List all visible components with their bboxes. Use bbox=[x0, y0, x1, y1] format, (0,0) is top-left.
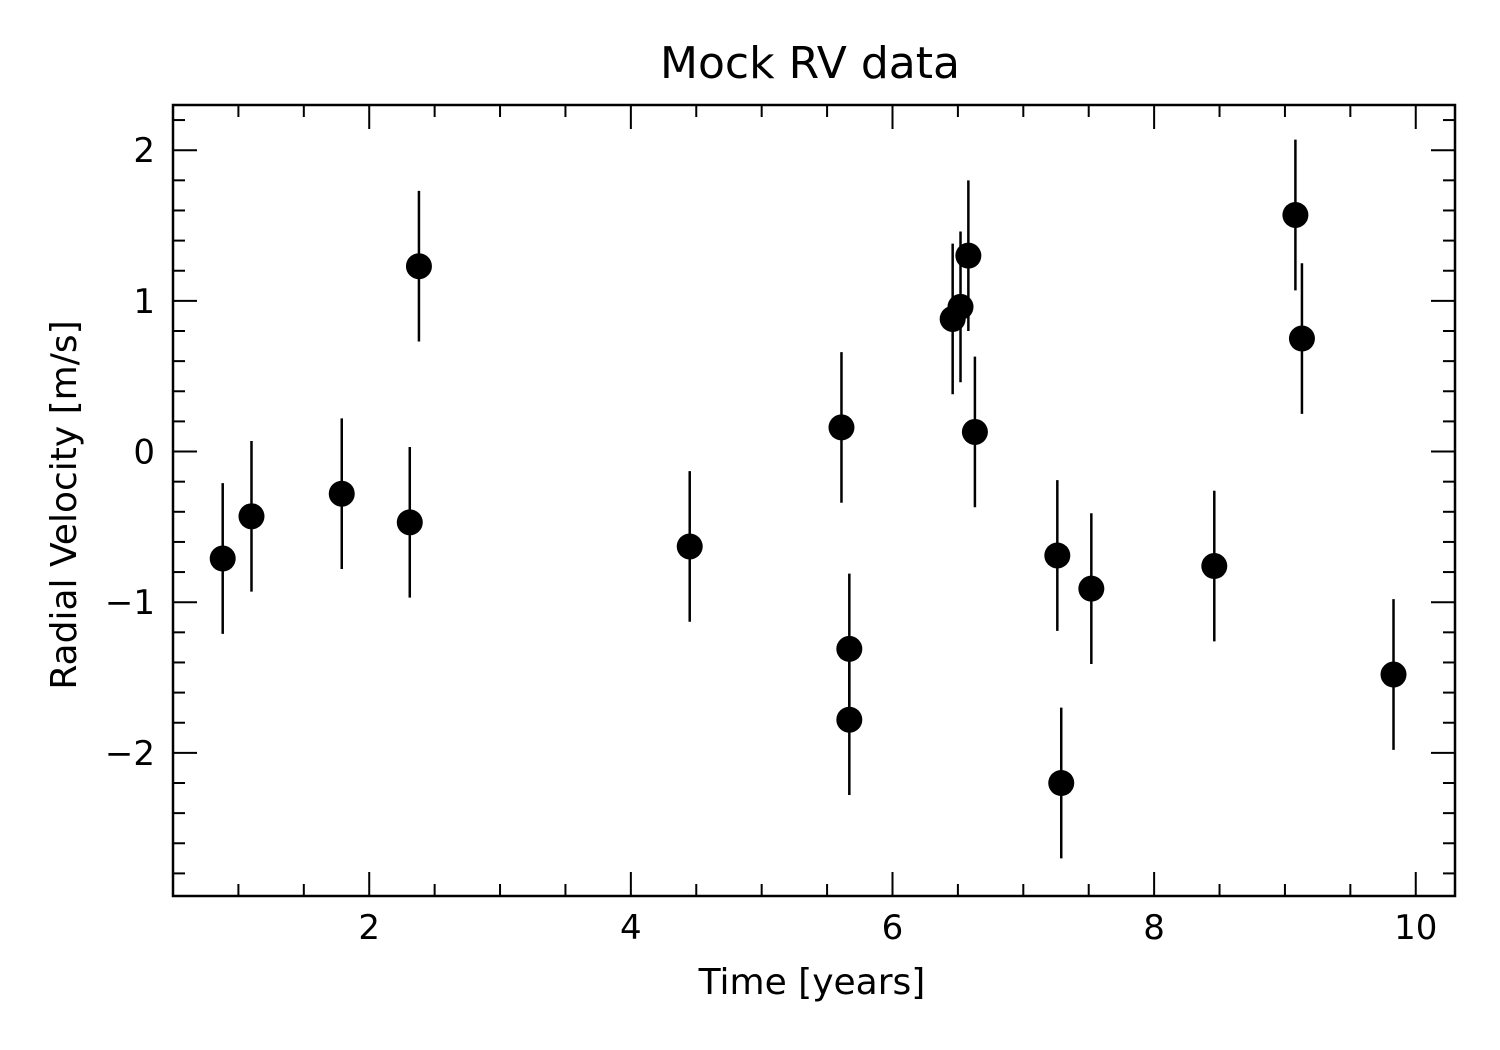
data-point bbox=[955, 180, 982, 331]
data-marker bbox=[676, 533, 703, 560]
data-marker bbox=[328, 480, 355, 507]
data-marker bbox=[947, 293, 974, 320]
x-tick-label: 10 bbox=[1394, 908, 1437, 948]
plot-frame bbox=[171, 103, 1457, 898]
data-marker bbox=[209, 545, 236, 572]
data-point bbox=[1380, 599, 1407, 750]
x-tick-label: 4 bbox=[620, 908, 642, 948]
data-marker bbox=[1048, 770, 1075, 796]
data-marker bbox=[1288, 325, 1315, 352]
y-tick-label: 1 bbox=[133, 282, 155, 322]
data-marker bbox=[238, 503, 265, 530]
chart-title: Mock RV data bbox=[660, 38, 960, 89]
data-point bbox=[828, 352, 855, 503]
data-point bbox=[209, 483, 236, 634]
x-tick-label: 6 bbox=[882, 908, 904, 948]
data-point bbox=[1078, 513, 1105, 664]
data-point bbox=[328, 418, 355, 570]
data-marker bbox=[961, 418, 988, 445]
data-marker bbox=[396, 509, 423, 536]
y-axis-label: Radial Velocity [m/s] bbox=[44, 320, 85, 689]
data-marker bbox=[955, 242, 982, 269]
data-point bbox=[676, 471, 703, 622]
data-marker bbox=[1078, 575, 1105, 602]
y-tick-label: 0 bbox=[133, 433, 155, 473]
data-marker bbox=[1201, 553, 1228, 580]
data-marker bbox=[836, 706, 863, 733]
data-marker bbox=[1044, 542, 1071, 569]
y-tick-label: 2 bbox=[133, 131, 155, 171]
data-point bbox=[396, 447, 423, 598]
data-marker bbox=[1380, 661, 1407, 688]
data-point bbox=[1201, 490, 1228, 642]
data-points bbox=[209, 139, 1407, 859]
data-point bbox=[1282, 139, 1309, 291]
y-tick-label: −2 bbox=[105, 734, 155, 774]
x-tick-label: 8 bbox=[1143, 908, 1165, 948]
data-marker bbox=[405, 253, 432, 280]
data-point bbox=[1048, 707, 1075, 859]
data-point bbox=[405, 190, 432, 342]
data-point bbox=[238, 440, 265, 592]
data-marker bbox=[1282, 201, 1309, 228]
data-marker bbox=[828, 414, 855, 441]
x-axis-label: Time [years] bbox=[698, 962, 926, 1003]
x-tick-label: 2 bbox=[358, 908, 380, 948]
data-point bbox=[1044, 480, 1071, 631]
data-point bbox=[836, 644, 863, 796]
data-point bbox=[1288, 263, 1315, 414]
y-tick-label: −1 bbox=[105, 583, 155, 623]
data-point bbox=[961, 356, 988, 508]
axis-ticks: 2 4 6 8 10 −2 −1 0 1 2 bbox=[105, 105, 1455, 948]
